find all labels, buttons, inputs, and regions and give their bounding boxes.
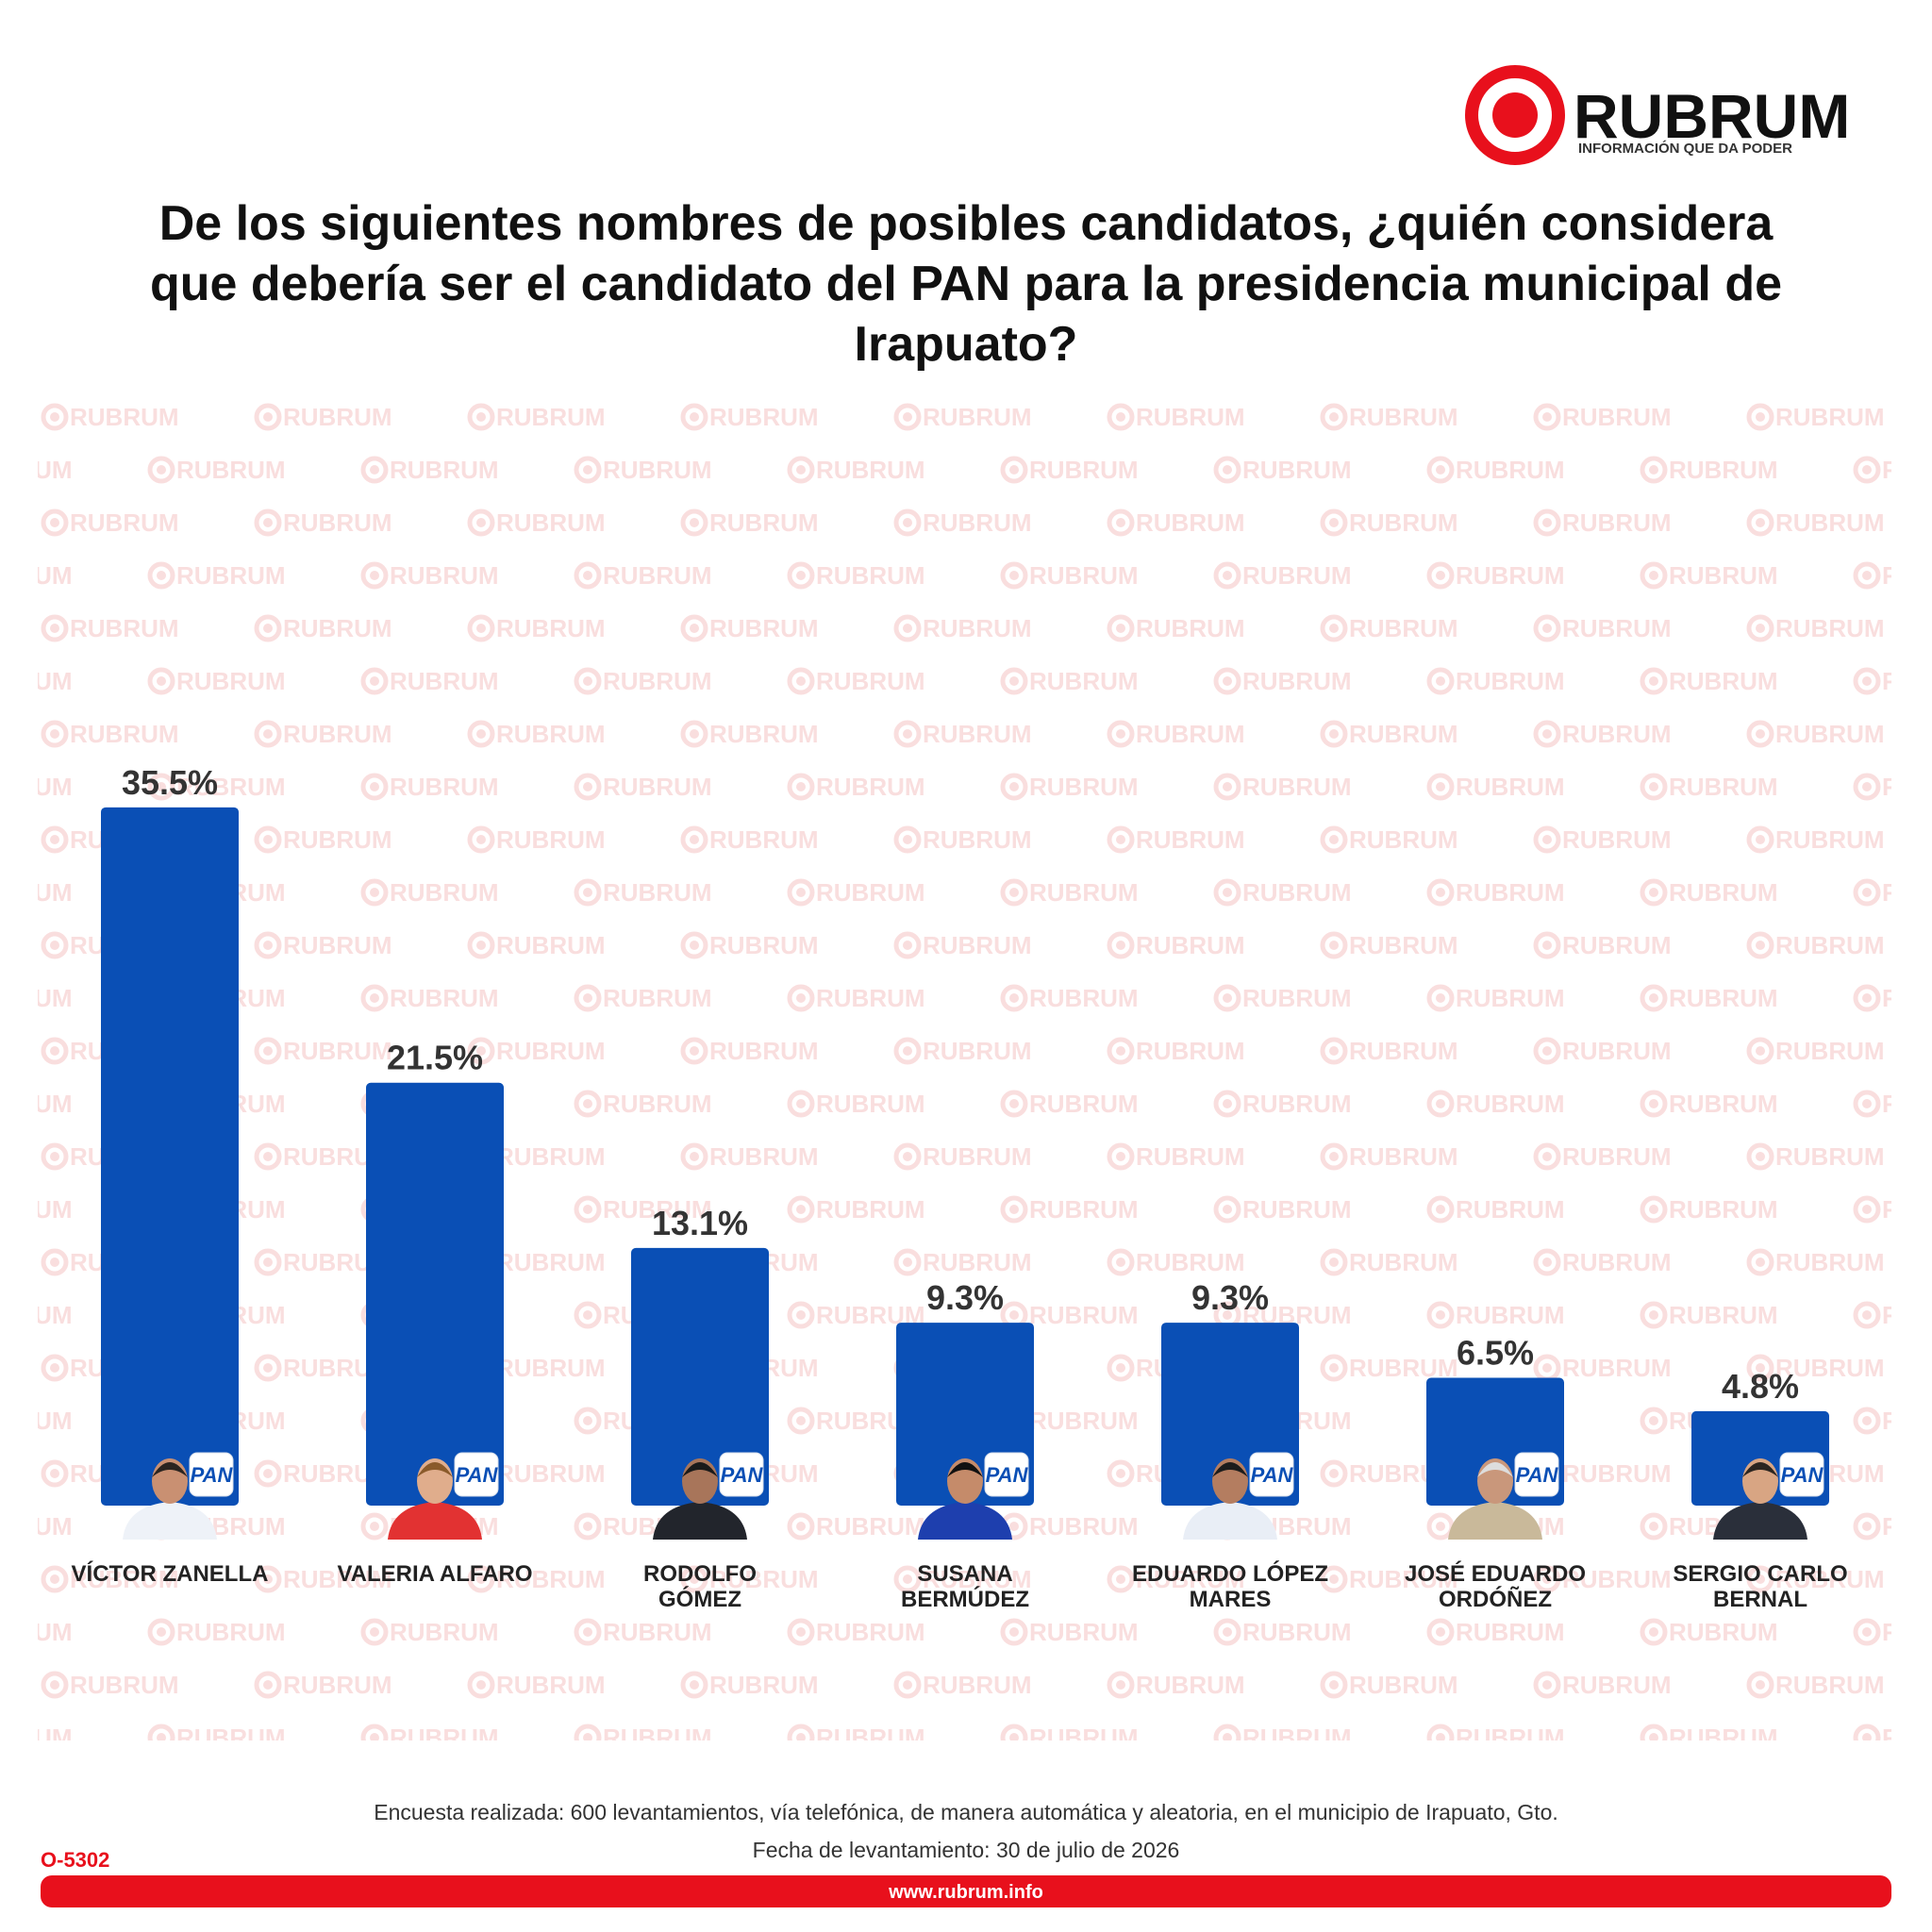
party-badge-text: PAN bbox=[1251, 1463, 1294, 1487]
bar bbox=[366, 1082, 504, 1506]
candidate-photo bbox=[1448, 1458, 1542, 1540]
party-badge bbox=[1249, 1452, 1294, 1497]
value-label: 9.3% bbox=[1191, 1278, 1269, 1317]
photo-shoulders bbox=[653, 1502, 747, 1540]
party-badge-text: PAN bbox=[1516, 1463, 1559, 1487]
logo-dot bbox=[1492, 92, 1538, 138]
logo-tagline: INFORMACIÓN QUE DA PODER bbox=[1578, 140, 1792, 157]
x-tick-label: VÍCTOR ZANELLA bbox=[71, 1561, 269, 1587]
bar bbox=[631, 1247, 769, 1506]
x-tick-label: SUSANA BERMÚDEZ bbox=[901, 1561, 1029, 1612]
photo-hair bbox=[947, 1462, 983, 1477]
party-badge-text: PAN bbox=[721, 1463, 764, 1487]
value-label: 6.5% bbox=[1457, 1333, 1534, 1372]
chart-title: De los siguientes nombres de posibles ca… bbox=[149, 196, 1783, 372]
photo-hair bbox=[1742, 1462, 1778, 1477]
party-badge-text: PAN bbox=[1781, 1463, 1824, 1487]
photo-shoulders bbox=[1713, 1502, 1807, 1540]
logo-name: RUBRUM bbox=[1574, 81, 1850, 151]
candidate-photo bbox=[918, 1458, 1012, 1540]
party-badge bbox=[454, 1452, 499, 1497]
value-label: 4.8% bbox=[1722, 1367, 1799, 1406]
party-badge-text: PAN bbox=[456, 1463, 499, 1487]
candidate-photo bbox=[123, 1458, 217, 1540]
footer-date: Fecha de levantamiento: 30 de julio de 2… bbox=[752, 1838, 1180, 1862]
photo-hair bbox=[1477, 1462, 1513, 1477]
photo-hair bbox=[152, 1462, 188, 1477]
value-label: 35.5% bbox=[122, 763, 218, 802]
photo-hair bbox=[1212, 1462, 1248, 1477]
photo-shoulders bbox=[1448, 1502, 1542, 1540]
value-label: 9.3% bbox=[926, 1278, 1004, 1317]
x-tick-label: EDUARDO LÓPEZ MARES bbox=[1131, 1561, 1328, 1612]
photo-hair bbox=[682, 1462, 718, 1477]
logo: RUBRUM INFORMACIÓN QUE DA PODER bbox=[1465, 65, 1850, 165]
party-badge bbox=[189, 1452, 234, 1497]
party-badge-text: PAN bbox=[191, 1463, 234, 1487]
party-badge bbox=[1779, 1452, 1824, 1497]
candidate-photo bbox=[388, 1458, 482, 1540]
x-tick-label: JOSÉ EDUARDO ORDÓÑEZ bbox=[1404, 1561, 1587, 1612]
candidate-photo bbox=[1713, 1458, 1807, 1540]
bar bbox=[101, 807, 239, 1506]
footer-bar bbox=[41, 1875, 1891, 1907]
footer-code: O-5302 bbox=[41, 1848, 109, 1872]
party-badge bbox=[719, 1452, 764, 1497]
value-label: 13.1% bbox=[652, 1204, 748, 1242]
footer-url: www.rubrum.info bbox=[888, 1882, 1043, 1903]
party-badge-text: PAN bbox=[986, 1463, 1029, 1487]
party-badge bbox=[984, 1452, 1029, 1497]
candidate-photo bbox=[653, 1458, 747, 1540]
candidate-photo bbox=[1183, 1458, 1277, 1540]
photo-shoulders bbox=[918, 1502, 1012, 1540]
photo-hair bbox=[417, 1462, 453, 1477]
value-label: 21.5% bbox=[387, 1039, 483, 1077]
photo-shoulders bbox=[1183, 1502, 1277, 1540]
x-tick-label: RODOLFO GÓMEZ bbox=[643, 1561, 757, 1612]
party-badge bbox=[1514, 1452, 1559, 1497]
photo-shoulders bbox=[388, 1502, 482, 1540]
photo-shoulders bbox=[123, 1502, 217, 1540]
x-tick-label: SERGIO CARLO BERNAL bbox=[1673, 1561, 1848, 1612]
footer-note: Encuesta realizada: 600 levantamientos, … bbox=[374, 1800, 1558, 1824]
logo-ring bbox=[1465, 65, 1565, 165]
x-tick-label: VALERIA ALFARO bbox=[337, 1561, 533, 1587]
